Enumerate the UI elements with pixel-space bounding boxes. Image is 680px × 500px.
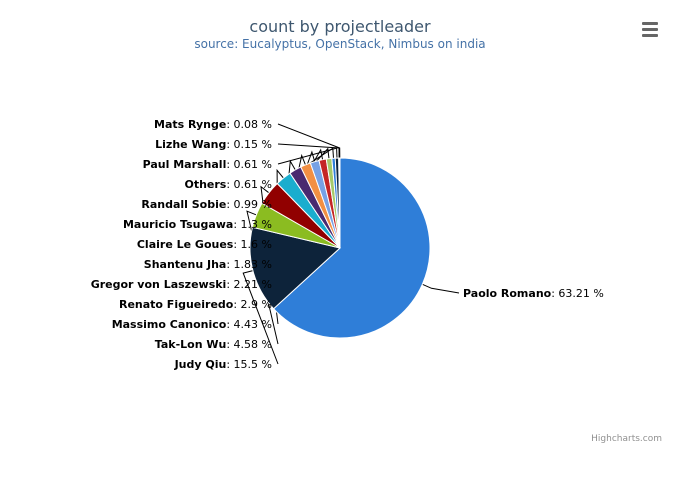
pie-slice-judy-qiu[interactable] — [249, 226, 342, 310]
connector-line — [242, 270, 279, 365]
export-menu-icon[interactable] — [636, 19, 664, 41]
credits-link[interactable]: Highcharts.com — [591, 434, 662, 444]
data-label: Gregor von Laszewski: 2.21 % — [91, 278, 272, 291]
data-label: Paul Marshall: 0.61 % — [143, 158, 272, 171]
menu-bar — [642, 34, 658, 37]
data-label: Claire Le Goues: 1.6 % — [137, 238, 272, 251]
connector-line — [422, 283, 460, 294]
data-label: Renato Figueiredo: 2.9 % — [119, 298, 272, 311]
data-label: Mats Rynge: 0.08 % — [154, 118, 272, 131]
chart-title: count by projectleader — [249, 17, 431, 36]
pie-slice-paolo-romano[interactable] — [272, 157, 431, 339]
data-label: Tak-Lon Wu: 4.58 % — [155, 338, 272, 351]
data-label: Randall Sobie: 0.99 % — [141, 198, 272, 211]
data-label: Judy Qiu: 15.5 % — [174, 358, 272, 371]
menu-bar — [642, 22, 658, 25]
data-label: Paolo Romano: 63.21 % — [463, 287, 604, 300]
data-label: Others: 0.61 % — [184, 178, 272, 191]
connector-line — [277, 123, 341, 159]
data-label: Lizhe Wang: 0.15 % — [155, 138, 272, 151]
menu-bar — [642, 28, 658, 31]
data-label: Massimo Canonico: 4.43 % — [112, 318, 272, 331]
chart-subtitle: source: Eucalyptus, OpenStack, Nimbus on… — [194, 37, 486, 51]
data-label: Shantenu Jha: 1.83 % — [144, 258, 272, 271]
data-label: Mauricio Tsugawa: 1.3 % — [123, 218, 272, 231]
